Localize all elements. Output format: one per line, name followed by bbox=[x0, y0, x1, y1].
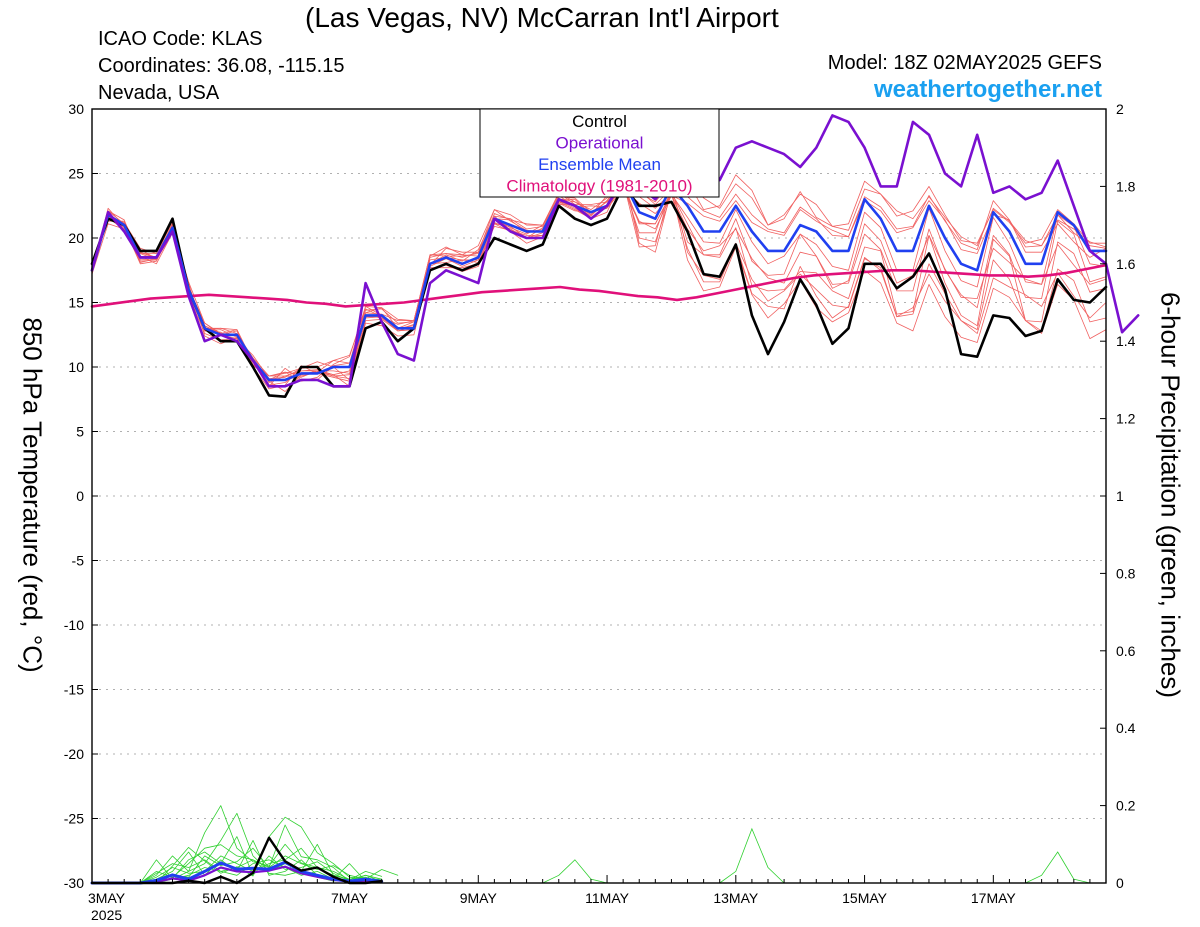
y-tick-label: -5 bbox=[72, 553, 85, 569]
y2-tick-label: 0.2 bbox=[1116, 798, 1136, 814]
precip-member-line bbox=[91, 816, 399, 884]
temp-mean-line bbox=[90, 178, 1108, 382]
precip-member-line bbox=[1025, 851, 1090, 884]
legend-item: Control bbox=[572, 112, 627, 131]
site-link[interactable]: weathertogether.net bbox=[873, 76, 1102, 103]
y-tick-label: 25 bbox=[68, 166, 84, 182]
model-run: Model: 18Z 02MAY2025 GEFS bbox=[827, 52, 1102, 74]
y2-tick-label: 1 bbox=[1116, 488, 1124, 504]
page-title: (Las Vegas, NV) McCarran Int'l Airport bbox=[305, 2, 779, 33]
x-tick-label: 7MAY bbox=[331, 890, 369, 906]
y2-tick-label: 0.6 bbox=[1116, 643, 1136, 659]
y-tick-label: -25 bbox=[64, 811, 84, 827]
temp-member-line bbox=[91, 176, 1107, 390]
icao-code: ICAO Code: KLAS bbox=[98, 28, 263, 50]
x-tick-label: 15MAY bbox=[842, 890, 888, 906]
y-tick-label: -10 bbox=[64, 617, 84, 633]
y-tick-label: 5 bbox=[76, 424, 84, 440]
y2-tick-label: 0 bbox=[1116, 875, 1124, 891]
y-tick-label: 0 bbox=[76, 488, 84, 504]
legend-item: Climatology (1981-2010) bbox=[506, 177, 692, 196]
y-tick-label: -15 bbox=[64, 682, 84, 698]
coordinates: Coordinates: 36.08, -115.15 bbox=[98, 55, 345, 77]
precip-member-line bbox=[91, 836, 383, 884]
x-tick-label: 11MAY bbox=[585, 890, 629, 906]
y2-tick-label: 1.4 bbox=[1116, 333, 1136, 349]
y-tick-label: -30 bbox=[64, 875, 84, 891]
y2-tick-label: 1.6 bbox=[1116, 256, 1136, 272]
temp-control-line bbox=[90, 185, 1108, 399]
precip-member-line bbox=[719, 827, 785, 884]
x-tick-label: 3MAY bbox=[88, 890, 126, 906]
legend-item: Operational bbox=[556, 134, 644, 153]
x-tick-label: 17MAY bbox=[971, 890, 1017, 906]
x-tick-label: 13MAY bbox=[713, 890, 759, 906]
legend-item: Ensemble Mean bbox=[538, 155, 661, 174]
y2-tick-label: 1.2 bbox=[1116, 411, 1136, 427]
y-tick-label: 20 bbox=[68, 230, 84, 246]
x-tick-sublabel: 2025 bbox=[91, 907, 122, 923]
y2-tick-label: 0.4 bbox=[1116, 720, 1136, 736]
x-tick-label: 5MAY bbox=[202, 890, 240, 906]
y-tick-label: 15 bbox=[68, 295, 84, 311]
y-tick-label: 30 bbox=[68, 101, 84, 117]
y-tick-label: -20 bbox=[64, 746, 84, 762]
y2-tick-label: 1.8 bbox=[1116, 178, 1136, 194]
y2-tick-label: 2 bbox=[1116, 101, 1124, 117]
legend-box bbox=[479, 108, 720, 198]
temp-member-line bbox=[91, 187, 1107, 387]
region: Nevada, USA bbox=[98, 82, 220, 104]
precip-member-line bbox=[542, 859, 608, 884]
y-tick-label: 10 bbox=[68, 359, 84, 375]
x-tick-label: 9MAY bbox=[460, 890, 498, 906]
y2-tick-label: 0.8 bbox=[1116, 565, 1136, 581]
